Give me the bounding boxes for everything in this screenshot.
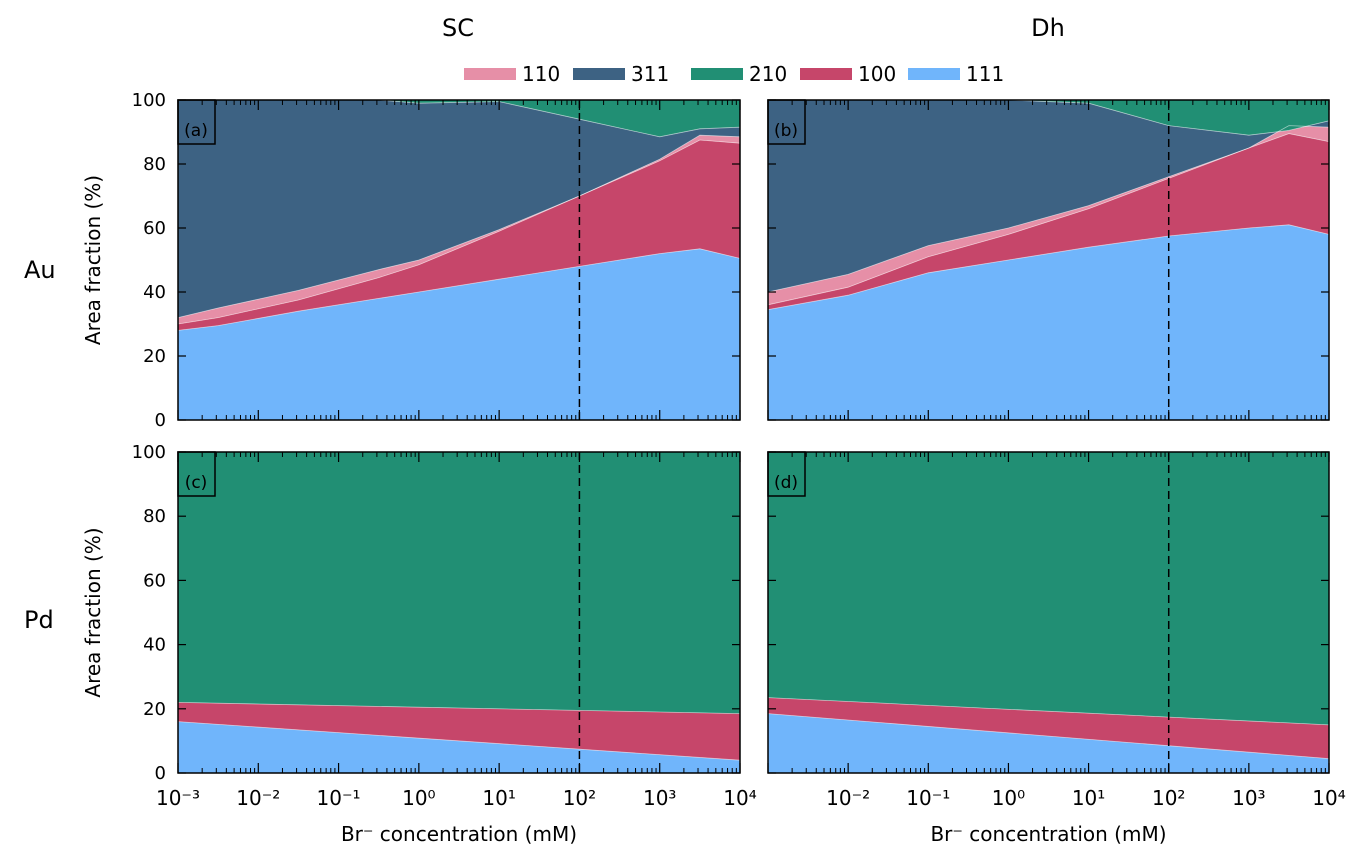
area-210 — [768, 452, 1329, 725]
boundary-100 — [177, 139, 741, 325]
legend-swatch-111 — [908, 68, 960, 80]
x-axis-label: Br⁻ concentration (mM) — [930, 822, 1166, 846]
x-tick-label: 10⁴ — [1312, 786, 1345, 810]
y-tick-label: 80 — [143, 154, 166, 175]
column-title-dh: Dh — [1031, 14, 1065, 42]
x-tick-label: 10¹ — [1072, 786, 1105, 810]
x-tick-label: 10³ — [1232, 786, 1265, 810]
area-311 — [768, 100, 1329, 292]
y-axis-label: Area fraction (%) — [81, 527, 105, 697]
legend-swatch-110 — [464, 68, 516, 80]
panel-b: (b) — [767, 99, 1330, 421]
x-tick-label: 10⁻¹ — [906, 786, 950, 810]
legend-label-111: 111 — [966, 62, 1004, 86]
y-tick-label: 60 — [143, 218, 166, 239]
area-311 — [178, 100, 740, 318]
y-tick-label: 0 — [155, 763, 166, 784]
area-110 — [178, 135, 740, 324]
area-210 — [178, 452, 740, 714]
area-100 — [178, 702, 740, 761]
panel-c: 0 20 40 60 80 100 10⁻³ 10⁻² 10⁻¹ 10⁰ 10¹ 10² 10³ 10⁴ B… — [81, 442, 757, 846]
x-tick-label: 10³ — [643, 786, 676, 810]
area-100 — [768, 697, 1329, 759]
x-tick-label: 10⁻² — [236, 786, 280, 810]
area-111 — [768, 224, 1329, 420]
x-tick-label: 10² — [1152, 786, 1185, 810]
boundary-111 — [767, 224, 1330, 310]
y-tick-label: 40 — [143, 282, 166, 303]
x-tick-label: 10⁰ — [992, 786, 1025, 810]
area-111 — [768, 713, 1329, 773]
panel-a: 0 20 40 60 80 100 Area fraction (%) (a) — [81, 90, 741, 431]
panel-label: (d) — [774, 473, 798, 493]
legend-label-210: 210 — [749, 62, 787, 86]
x-tick-label: 10¹ — [482, 786, 515, 810]
legend-label-100: 100 — [858, 62, 896, 86]
x-tick-label: 10⁻³ — [156, 786, 200, 810]
boundary-111 — [177, 248, 741, 331]
panel-label: (a) — [184, 121, 208, 141]
y-tick-label: 40 — [143, 635, 166, 656]
x-tick-label: 10⁴ — [723, 786, 756, 810]
y-tick-label: 20 — [143, 346, 166, 367]
boundary-100 — [177, 702, 741, 714]
panel-label-box — [767, 99, 806, 145]
x-tick-label: 10² — [563, 786, 596, 810]
boundary-110 — [177, 134, 741, 318]
panel-label: (b) — [774, 121, 798, 141]
boundary-100 — [767, 133, 1330, 306]
legend-label-110: 110 — [522, 62, 560, 86]
x-axis-label: Br⁻ concentration (mM) — [341, 822, 577, 846]
boundary-111 — [177, 721, 741, 761]
area-111 — [178, 721, 740, 773]
boundary-111 — [767, 713, 1330, 759]
area-111 — [178, 248, 740, 420]
y-tick-label: 60 — [143, 570, 166, 591]
y-tick-label: 100 — [132, 90, 166, 111]
panel-label-box — [177, 99, 216, 145]
legend-label-311: 311 — [631, 62, 669, 86]
panel-label-box — [767, 451, 806, 497]
boundary-100 — [767, 697, 1330, 726]
axes-frame — [177, 451, 741, 774]
x-tick-label: 10⁰ — [402, 786, 435, 810]
y-tick-label: 80 — [143, 506, 166, 527]
y-tick-label: 20 — [143, 699, 166, 720]
panel-label: (c) — [185, 473, 208, 493]
legend-swatch-100 — [800, 68, 852, 80]
axes-frame — [767, 99, 1330, 421]
panel-label-box — [177, 451, 216, 497]
panel-d: 10⁻² 10⁻¹ 10⁰ 10¹ 10² 10³ 10⁴ Br⁻ concentration… — [767, 451, 1346, 846]
legend-swatch-210 — [691, 68, 743, 80]
row-label-pd: Pd — [24, 606, 54, 634]
row-label-au: Au — [24, 256, 56, 284]
legend-swatch-311 — [573, 68, 625, 80]
x-tick-label: 10⁻² — [826, 786, 870, 810]
axes-frame — [767, 451, 1330, 774]
x-tick-label: 10⁻¹ — [317, 786, 361, 810]
axes-frame — [177, 99, 741, 421]
area-210 — [768, 100, 1329, 136]
y-tick-label: 100 — [132, 442, 166, 463]
y-tick-label: 0 — [155, 410, 166, 431]
boundary-110 — [767, 125, 1330, 293]
legend: 110 311 210 100 111 — [464, 62, 1004, 86]
area-210 — [178, 100, 740, 137]
y-axis-label: Area fraction (%) — [81, 175, 105, 345]
column-title-sc: SC — [442, 14, 474, 42]
